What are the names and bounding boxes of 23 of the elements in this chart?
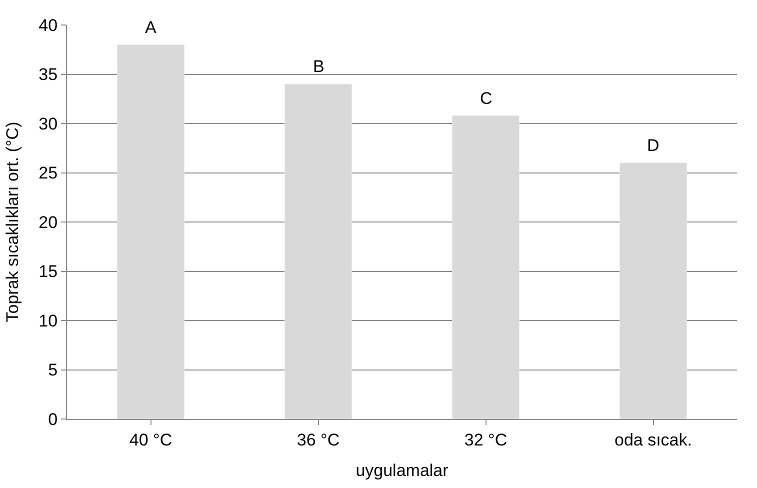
y-tick-label: 40	[38, 16, 58, 35]
bar	[452, 115, 520, 419]
y-tick-label: 10	[38, 311, 58, 330]
annotation: B	[313, 57, 324, 76]
bar	[620, 162, 687, 419]
annotation: A	[145, 18, 157, 37]
bar	[284, 84, 352, 419]
annotation: D	[647, 136, 660, 155]
y-tick-label: 5	[48, 360, 58, 380]
x-tick-label: oda sıcak.	[614, 430, 692, 450]
y-tick-label: 35	[38, 65, 58, 84]
annotation: C	[480, 89, 492, 108]
y-tick-label: 30	[38, 114, 58, 134]
x-axis-title: uygulamalar	[356, 460, 449, 480]
x-tick-label: 32 °C	[464, 430, 508, 450]
bar	[117, 44, 184, 419]
y-axis-title: Toprak sıcaklıkları ort. (°C)	[3, 122, 22, 322]
y-tick-label: 25	[38, 164, 58, 183]
y-tick-label: 20	[38, 212, 58, 232]
x-tick-label: 40 °C	[129, 430, 172, 450]
y-tick-label: 0	[48, 410, 58, 429]
y-tick-label: 15	[38, 262, 58, 282]
x-tick-label: 36 °C	[296, 430, 340, 450]
